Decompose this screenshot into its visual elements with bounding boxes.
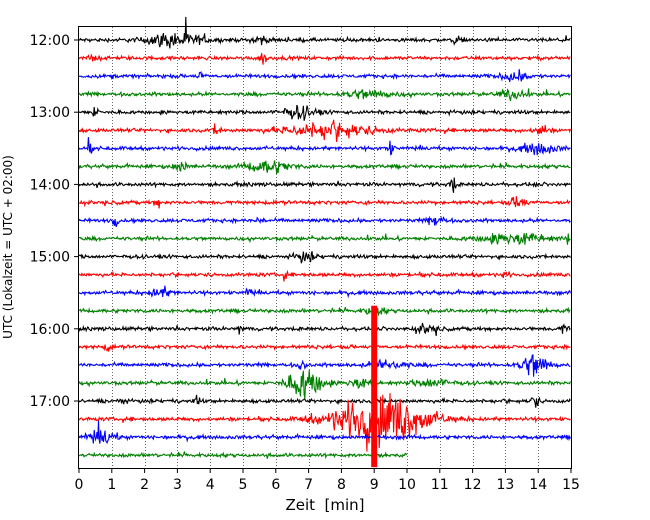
- trace-17:45: [78, 451, 408, 460]
- x-axis-title: Zeit [min]: [285, 496, 364, 514]
- x-tick-label: 10: [398, 477, 416, 493]
- x-tick-label: 15: [562, 477, 580, 493]
- y-tick-label: 12:00: [30, 33, 70, 49]
- trace-17:00: [78, 394, 571, 408]
- trace-16:45: [78, 369, 571, 399]
- x-tick-label: 2: [140, 477, 149, 493]
- trace-13:15: [78, 119, 571, 142]
- plot-frame: [78, 26, 572, 469]
- x-tick-label: 12: [464, 477, 482, 493]
- y-tick-label: 14:00: [30, 177, 70, 193]
- trace-16:30: [78, 353, 571, 377]
- trace-16:00: [78, 322, 571, 337]
- trace-12:00: [78, 16, 571, 49]
- trace-15:15: [78, 269, 571, 282]
- trace-17:30: [78, 420, 571, 445]
- trace-13:00: [78, 104, 571, 121]
- trace-12:15: [78, 52, 571, 65]
- x-axis: 0 1 2 3 4 5 6 7 8 9 10 11 12 13 14 15: [75, 468, 580, 493]
- x-tick-label: 9: [370, 477, 379, 493]
- spike: [371, 305, 378, 468]
- x-tick-label: 7: [304, 477, 313, 493]
- trace-15:30: [78, 285, 571, 299]
- x-tick-label: 3: [173, 477, 182, 493]
- trace-12:45: [78, 88, 571, 102]
- trace-14:00: [78, 177, 571, 193]
- y-tick-label: 16:00: [30, 322, 70, 338]
- x-tick-label: 14: [529, 477, 547, 493]
- trace-15:00: [78, 251, 571, 264]
- trace-13:30: [78, 137, 571, 156]
- x-tick-label: 6: [271, 477, 280, 493]
- x-tick-label: 5: [239, 477, 248, 493]
- y-axis: 12:00 13:00 14:00 15:00 16:00 17:00: [30, 33, 79, 410]
- y-tick-label: 13:00: [30, 105, 70, 121]
- x-tick-label: 0: [75, 477, 84, 493]
- x-tick-label: 11: [431, 477, 449, 493]
- x-tick-label: 13: [496, 477, 514, 493]
- traces: [78, 16, 571, 468]
- trace-17:15: [78, 387, 571, 452]
- trace-14:30: [78, 215, 571, 228]
- y-tick-label: 17:00: [30, 394, 70, 410]
- trace-14:45: [78, 232, 571, 246]
- trace-13:45: [78, 160, 571, 175]
- x-tick-label: 1: [107, 477, 116, 493]
- y-axis-title: UTC (Lokalzeit = UTC + 02:00): [1, 155, 15, 339]
- trace-14:15: [79, 196, 571, 209]
- y-tick-label: 15:00: [30, 250, 70, 266]
- trace-12:30: [78, 69, 571, 83]
- x-tick-label: 8: [337, 477, 346, 493]
- x-tick-label: 4: [206, 477, 215, 493]
- trace-15:45: [78, 306, 571, 317]
- trace-16:15: [78, 342, 571, 352]
